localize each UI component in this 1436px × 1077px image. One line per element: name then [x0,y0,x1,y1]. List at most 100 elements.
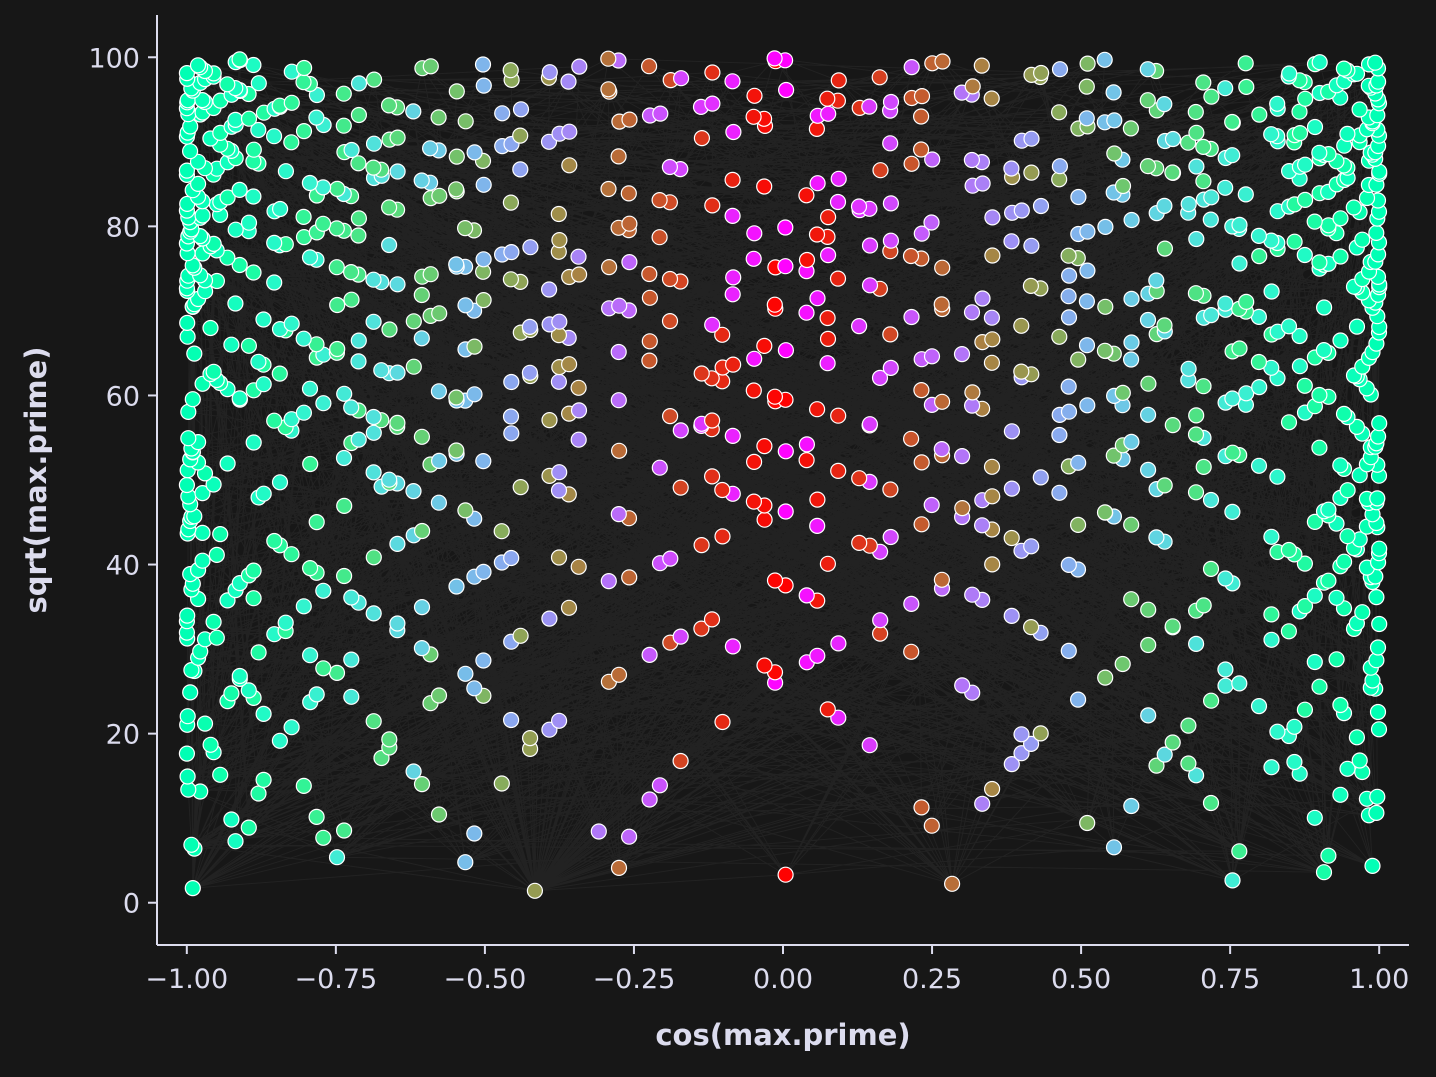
data-point [1250,457,1268,474]
data-point [1371,615,1388,633]
data-point [641,333,658,350]
data-point [882,135,899,152]
data-point [405,763,422,780]
data-point [809,175,826,192]
data-point [1156,240,1174,257]
data-point [413,639,430,657]
data-point [283,94,300,111]
data-point [923,348,941,365]
data-point [766,388,784,405]
data-point [1311,678,1328,695]
data-point [266,274,283,291]
data-point [457,220,474,237]
data-point [431,452,448,469]
data-point [194,552,211,569]
data-point [381,321,398,338]
x-tick-label: −0.75 [294,964,377,995]
data-point [1096,342,1114,359]
data-point [1263,759,1280,776]
data-point [1051,61,1069,78]
data-point [1280,623,1298,640]
data-point [502,62,519,79]
data-point [219,189,236,206]
data-point [240,110,258,127]
data-point [725,269,742,286]
data-point [1140,601,1157,618]
data-point [903,643,920,660]
data-point [882,195,900,212]
data-point [954,677,971,694]
data-point [693,620,710,637]
data-point [366,71,383,88]
data-point [746,225,763,242]
data-point [756,438,773,455]
data-point [777,443,794,460]
data-point [1348,729,1366,746]
data-point [983,780,1001,798]
data-point [502,408,520,425]
data-point [184,391,201,408]
data-point [1369,788,1386,805]
data-point [1351,101,1368,118]
data-point [1238,293,1255,310]
data-point [1187,635,1205,653]
data-point [1070,351,1087,368]
data-point [724,356,742,373]
data-point [430,687,448,704]
data-point [724,207,741,224]
data-point [183,836,200,853]
data-point [903,58,920,76]
data-point [1156,317,1173,334]
data-point [610,859,628,877]
data-point [861,237,879,254]
data-point [1069,691,1087,708]
data-point [336,567,353,585]
data-point [1368,224,1385,241]
data-point [756,657,773,674]
data-point [308,109,325,126]
data-point [570,248,587,265]
data-point [1123,797,1140,815]
data-point [422,140,439,157]
data-point [1078,110,1095,127]
data-point [343,651,360,668]
data-point [1164,618,1181,635]
data-point [610,666,628,683]
data-point [1306,118,1324,136]
data-point [1231,675,1248,692]
data-point [365,549,382,566]
data-point [933,393,951,410]
data-point [809,517,826,535]
data-point [1369,639,1387,656]
data-point [1003,423,1021,440]
data-point [819,247,837,264]
data-point [973,57,990,74]
data-point [882,232,900,249]
x-axis-ticks: −1.00 −0.75 −0.50 −0.25 0.00 0.25 0.50 0.75 1.00 [145,945,1409,995]
data-point [1140,636,1157,654]
data-point [1180,196,1197,213]
data-point [178,745,195,762]
data-point [350,353,367,370]
data-point [913,454,930,471]
data-point [913,516,930,533]
data-point [851,534,868,552]
data-point [430,806,448,823]
data-point [389,129,406,146]
data-point [1311,144,1328,161]
data-point [903,155,920,172]
data-point [295,123,313,140]
data-point [1224,147,1241,164]
data-point [933,441,950,458]
data-point [808,226,826,243]
y-tick-label: 40 [106,551,140,582]
data-point [1140,375,1157,392]
data-point [1339,125,1356,142]
data-point [1156,746,1173,763]
data-point [1269,95,1286,112]
data-point [308,686,325,703]
data-point [350,106,367,124]
data-point [240,214,258,231]
data-point [560,356,578,373]
data-point [413,428,430,445]
